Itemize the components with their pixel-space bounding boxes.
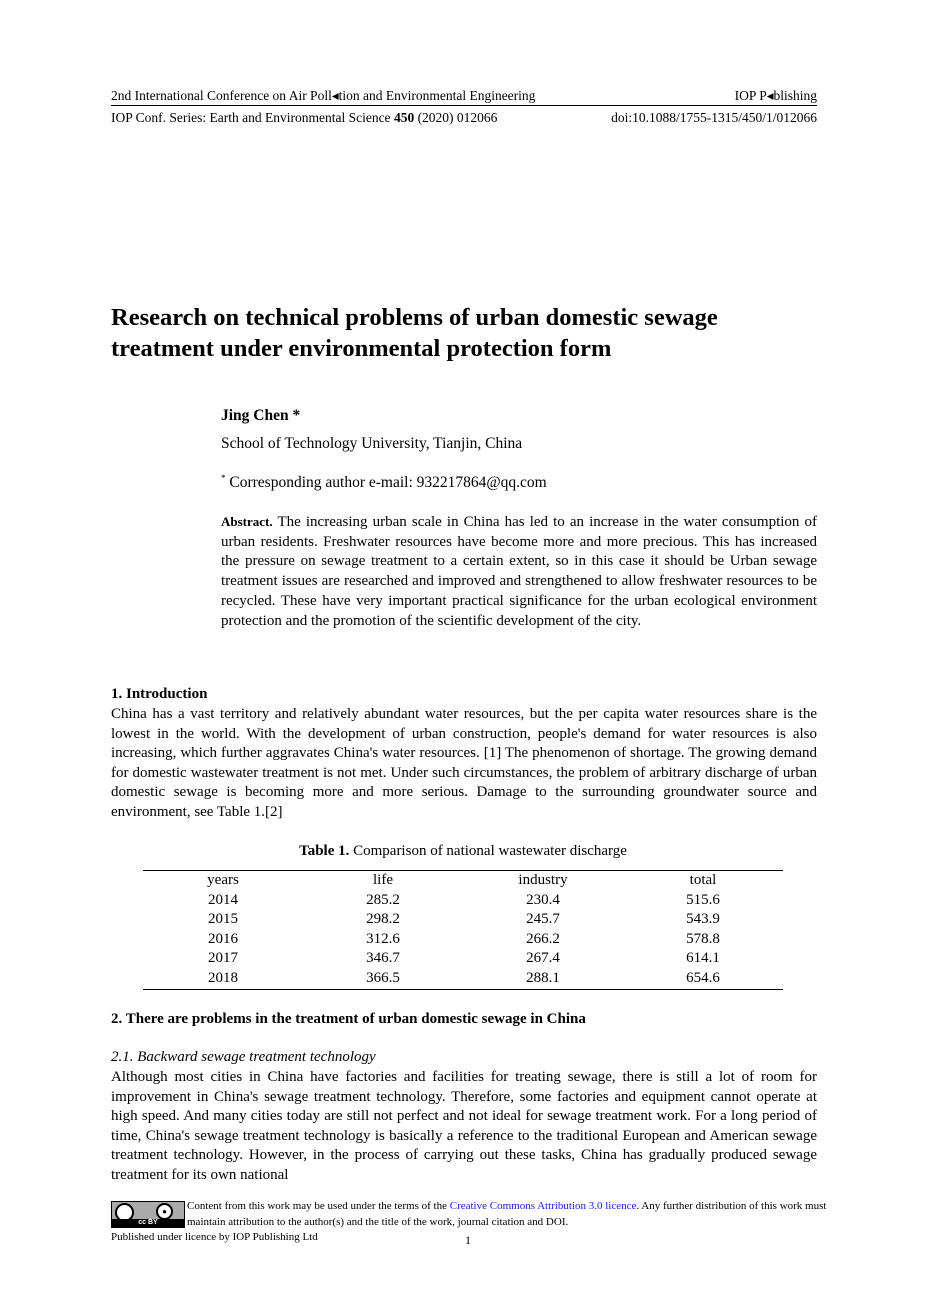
citation-header: IOP Conf. Series: Earth and Environmenta… [111, 110, 817, 126]
subsection-heading: 2.1. Backward sewage treatment technolog… [111, 1049, 376, 1065]
section-heading: 2. There are problems in the treatment o… [111, 1011, 586, 1027]
license-link[interactable]: Creative Commons Attribution 3.0 licence [449, 1200, 637, 1212]
table-row: 2017 346.7 267.4 614.1 [208, 950, 720, 967]
table-row: 2015 298.2 245.7 543.9 [208, 911, 720, 928]
paper-title: Research on technical problems of urban … [111, 304, 718, 362]
publisher-name: IOP P◂blishing [734, 88, 817, 103]
conference-name: 2nd International Conference on Air Poll… [111, 88, 536, 103]
cc-by-logo: ● cc BY [111, 1201, 185, 1228]
corresponding-author: * Corresponding author e-mail: 932217864… [221, 473, 547, 492]
series-citation: IOP Conf. Series: Earth and Environmenta… [111, 110, 498, 125]
paragraph: Although most cities in China have facto… [111, 1069, 817, 1183]
author: Jing Chen * [221, 407, 301, 424]
published-by: Published under licence by IOP Publishin… [111, 1231, 318, 1243]
table-row: 2016 312.6 266.2 578.8 [208, 930, 720, 947]
attribution-person-icon: ● [156, 1203, 173, 1220]
data-table: years life industry total 2014 285.2 230.4 515… [143, 870, 783, 990]
table-row: 2018 366.5 288.1 654.6 [208, 969, 720, 986]
abstract: Abstract. The increasing urban scale in … [221, 514, 817, 629]
paragraph: China has a vast territory and relativel… [111, 706, 817, 820]
running-header: 2nd International Conference on Air Poll… [111, 88, 817, 106]
affiliation: School of Technology University, Tianjin… [221, 435, 523, 452]
table-row: 2014 285.2 230.4 515.6 [208, 891, 720, 908]
page-number: 1 [465, 1233, 471, 1247]
cc-badge-text: cc BY [112, 1219, 184, 1227]
table-caption: Table 1. Comparison of national wastewat… [299, 843, 627, 859]
license-text: Content from this work may be used under… [187, 1200, 827, 1228]
section-heading: 1. Introduction [111, 686, 208, 702]
table-header-row: years life industry total [207, 872, 717, 888]
doi: doi:10.1088/1755-1315/450/1/012066 [611, 110, 817, 125]
